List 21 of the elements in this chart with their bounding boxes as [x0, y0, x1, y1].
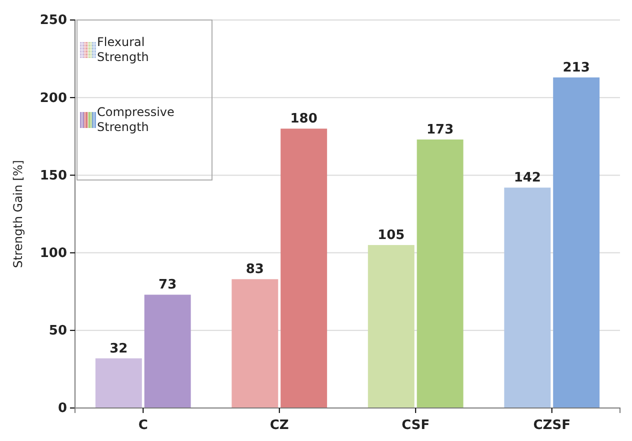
y-tick-label: 150	[40, 168, 67, 184]
x-tick-label: CSF	[402, 418, 430, 433]
data-label: 180	[290, 112, 318, 127]
data-label: 173	[426, 122, 454, 138]
data-label: 83	[246, 262, 264, 278]
x-tick-label: CZ	[270, 418, 289, 433]
legend-label: Compressive Strength	[97, 105, 174, 134]
data-label: 105	[378, 228, 405, 244]
data-label: 213	[562, 60, 590, 76]
data-label: 73	[158, 278, 177, 293]
legend-label: Flexural Strength	[97, 35, 149, 64]
data-label: 32	[110, 341, 128, 356]
y-tick-label: 200	[40, 90, 67, 106]
y-tick-label: 100	[40, 246, 67, 261]
y-tick-label: 0	[58, 401, 67, 416]
y-tick-label: 50	[48, 324, 67, 339]
y-tick-label: 250	[40, 13, 67, 28]
x-tick-label: C	[138, 418, 148, 433]
x-tick-label: CZSF	[533, 418, 570, 433]
data-label: 142	[514, 170, 541, 186]
y-axis-title: Strength Gain [%]	[11, 160, 25, 268]
